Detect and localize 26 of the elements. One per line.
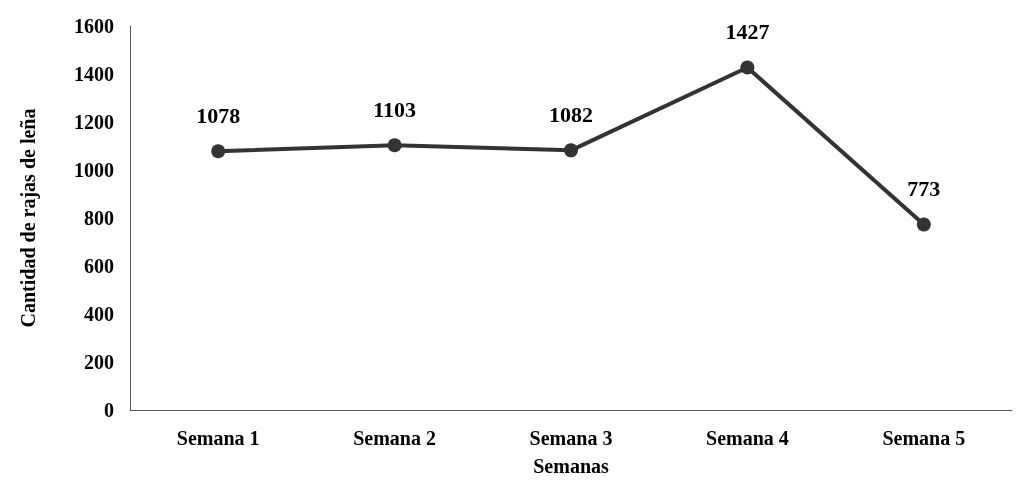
y-tick-label: 600 [84, 255, 114, 277]
point [740, 60, 755, 75]
data-label: 1078 [196, 102, 241, 128]
x-tick-label: Semana 3 [529, 427, 613, 449]
point [916, 217, 931, 232]
point [211, 144, 226, 159]
point [564, 143, 578, 158]
y-tick-label: 200 [84, 351, 114, 373]
x-axis-title: Semanas [533, 455, 609, 477]
y-tick-label: 1400 [74, 63, 114, 85]
y-tick-label: 400 [84, 303, 114, 325]
data-label: 1103 [373, 96, 416, 122]
data-label: 773 [907, 175, 941, 201]
data-label: 1082 [549, 101, 593, 127]
x-tick-label: Semana 5 [882, 427, 966, 449]
y-tick-label: 1600 [74, 15, 114, 37]
data-label: 1427 [725, 19, 770, 45]
y-axis-title: Cantidad de rajas de leña [17, 108, 40, 328]
x-tick-label: Semana 4 [706, 427, 789, 449]
x-tick-label: Semana 1 [176, 427, 260, 449]
y-tick-label: 1200 [74, 111, 114, 133]
point [387, 138, 402, 153]
y-tick-label: 0 [104, 399, 114, 421]
y-tick-label: 1000 [74, 159, 114, 181]
y-tick-label: 800 [84, 207, 114, 229]
x-tick-label: Semana 2 [353, 427, 436, 449]
